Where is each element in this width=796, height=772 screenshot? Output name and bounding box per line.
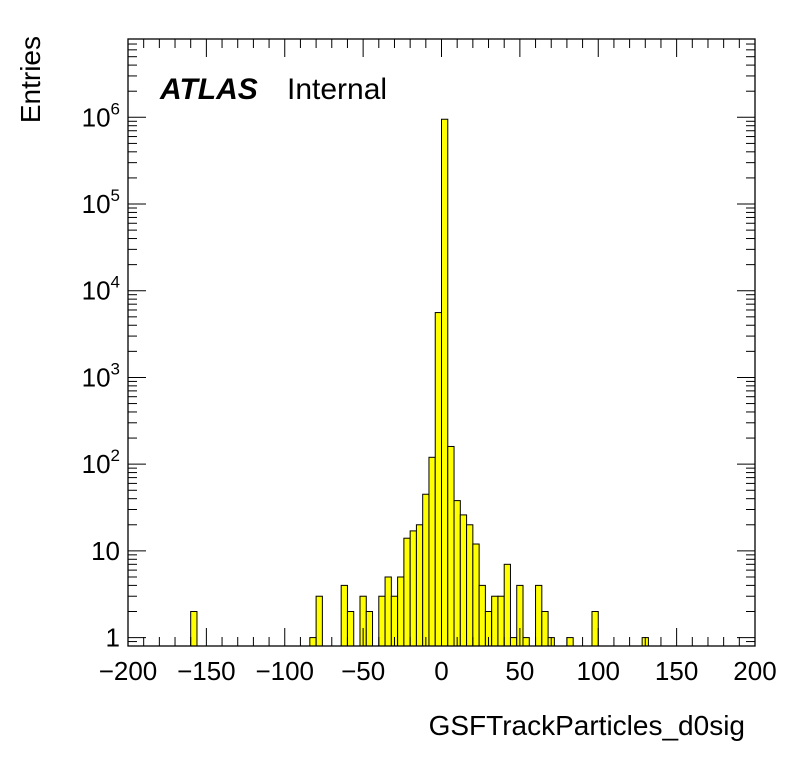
histogram-bar <box>409 530 417 647</box>
histogram-bars <box>190 118 649 647</box>
x-tick-label: 0 <box>434 656 448 686</box>
histogram-bar <box>453 500 461 647</box>
histogram-bar <box>428 456 436 647</box>
x-tick-label: 50 <box>505 656 534 686</box>
internal-label: Internal <box>287 73 387 106</box>
histogram-bar <box>466 524 474 647</box>
histogram-bar <box>346 610 355 647</box>
x-tick-label: −200 <box>99 656 158 686</box>
histogram-bar <box>541 610 549 647</box>
x-tick-label: −50 <box>341 656 385 686</box>
histogram-bar <box>397 576 405 647</box>
histogram-bar <box>509 637 518 647</box>
x-tick-labels: −200 −150 −100 −50 0 50 100 150 200 <box>99 656 777 686</box>
y-tick-label: 106 <box>82 99 120 132</box>
x-tick-label: −150 <box>177 656 236 686</box>
axis-ticks <box>127 38 756 647</box>
histogram-bar <box>403 537 411 647</box>
histogram-bar <box>315 595 323 647</box>
histogram-bar <box>365 610 374 647</box>
histogram-bar <box>340 584 348 647</box>
histogram-bar <box>415 524 424 647</box>
histogram-bar <box>522 637 530 647</box>
y-tick-labels: 1 10 102 103 104 105 106 <box>82 99 120 652</box>
x-tick-label: 200 <box>733 656 776 686</box>
y-tick-label: 103 <box>82 359 120 392</box>
histogram-bar <box>566 637 574 647</box>
histogram-bar <box>378 595 386 647</box>
histogram-bar <box>447 445 455 647</box>
histogram-bar <box>591 610 599 647</box>
histogram-bar <box>384 576 392 647</box>
x-tick-label: −100 <box>255 656 314 686</box>
histogram-bar <box>309 637 317 647</box>
histogram-bar <box>472 543 480 647</box>
histogram-bar <box>190 610 198 647</box>
histogram-bar <box>422 493 430 647</box>
y-tick-label: 10 <box>91 536 120 566</box>
y-tick-label: 1 <box>106 623 120 653</box>
histogram-bar <box>491 595 499 647</box>
x-axis-label: GSFTrackParticles_d0sig <box>429 710 745 741</box>
histogram-bar <box>459 514 468 647</box>
x-tick-label: 150 <box>655 656 698 686</box>
histogram-bar <box>535 584 543 647</box>
histogram-bar <box>503 563 511 647</box>
y-tick-label: 104 <box>82 273 120 306</box>
x-tick-label: 100 <box>577 656 620 686</box>
atlas-label: ATLAS <box>159 73 258 106</box>
y-tick-label: 105 <box>82 186 120 219</box>
y-tick-label: 102 <box>82 446 120 479</box>
histogram-bar <box>441 118 449 647</box>
histogram-bar <box>478 584 486 647</box>
histogram-bar <box>497 595 505 647</box>
y-axis-label: Entries <box>15 36 46 123</box>
histogram-bar <box>434 312 443 647</box>
